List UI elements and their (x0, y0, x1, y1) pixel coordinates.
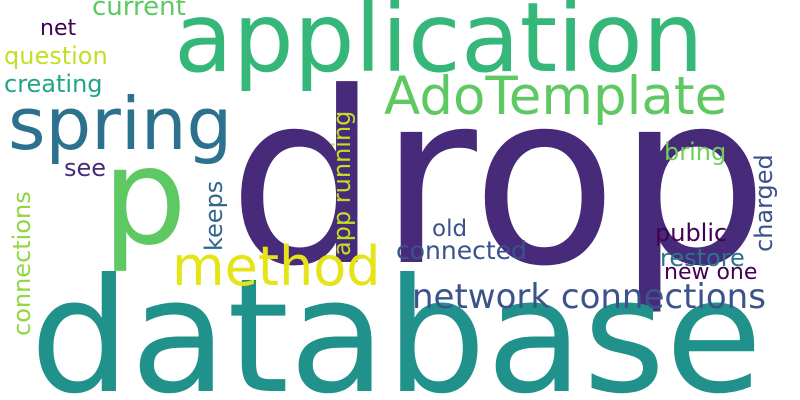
word-see: see (64, 154, 107, 182)
word-adotemplate: AdoTemplate (384, 66, 728, 127)
word-charged: charged (750, 154, 778, 252)
word-keeps: keeps (200, 180, 228, 251)
word-p: p (102, 119, 188, 275)
word-bring: bring (664, 138, 727, 166)
word-connections: connections (8, 191, 36, 336)
word-database: database (30, 245, 763, 400)
word-application: application (174, 0, 704, 94)
word-net: net (40, 16, 77, 41)
word-restore: restore (660, 244, 745, 272)
word-network-connections: network connections (412, 277, 766, 317)
word-question: question (4, 42, 108, 70)
word-public: public (655, 219, 728, 247)
word-creating: creating (4, 70, 103, 98)
word-connected: connected (396, 236, 527, 265)
word-old: old (432, 216, 468, 242)
word-current: current (92, 0, 186, 22)
word-method: method (172, 235, 381, 298)
word-app-running: app running (328, 110, 356, 256)
word-new-one: new one (664, 260, 758, 285)
word-spring: spring (8, 82, 233, 166)
word-drop: drop (228, 42, 769, 319)
